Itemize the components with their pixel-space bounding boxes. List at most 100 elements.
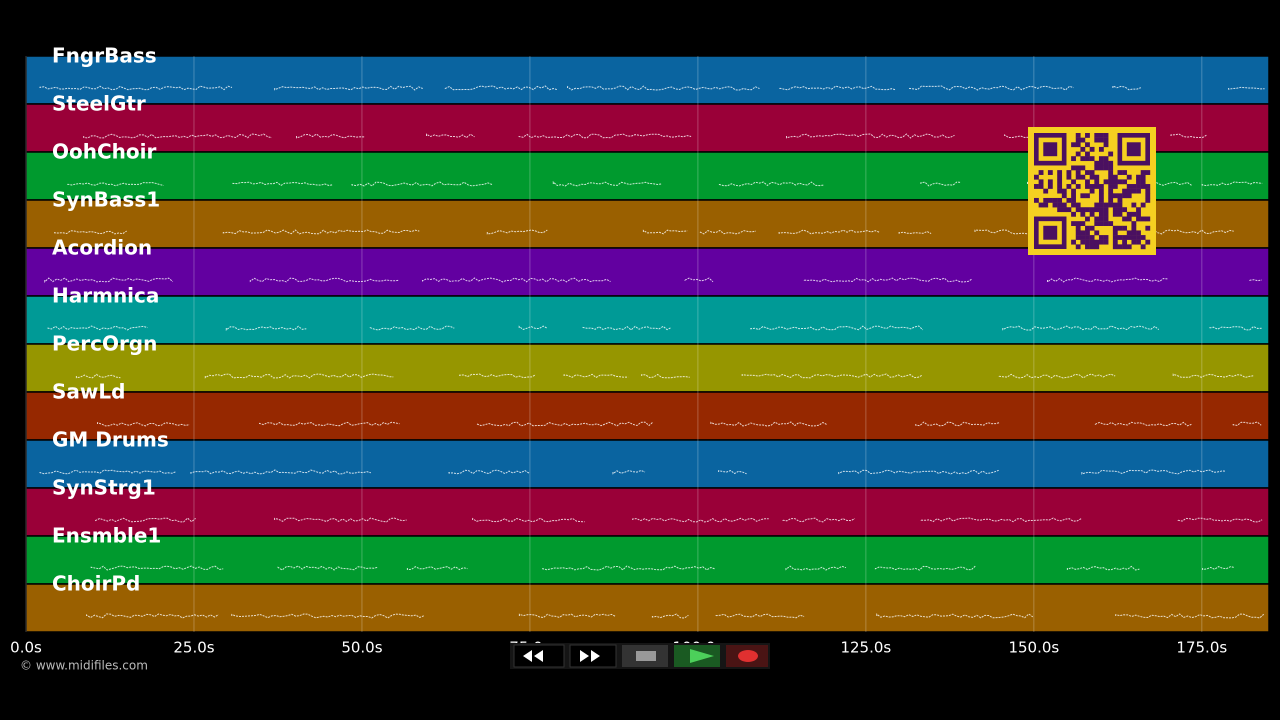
qr-module [1089, 184, 1095, 189]
note-trace [786, 133, 955, 139]
track-row [25, 487, 1270, 537]
qr-module [1071, 142, 1076, 148]
qr-module [1057, 202, 1063, 208]
note-trace [1170, 133, 1208, 139]
qr-module [1075, 221, 1081, 226]
note-trace [1047, 277, 1168, 283]
note-trace [259, 421, 400, 427]
note-trace [612, 469, 646, 475]
track-name: Ensmble1 [52, 524, 161, 548]
tick-label: 175.0s [1176, 639, 1227, 657]
note-trace [779, 85, 896, 91]
forward-button[interactable] [569, 644, 617, 668]
note-trace [684, 277, 714, 283]
qr-module [1089, 207, 1095, 213]
qr-module [1098, 221, 1104, 226]
qr-module [1131, 184, 1137, 189]
stop-button[interactable] [622, 645, 668, 667]
note-trace [909, 85, 1074, 91]
qr-module [1140, 174, 1146, 180]
qr-module [1066, 207, 1072, 213]
qr-module [1085, 207, 1090, 213]
qr-module [1071, 239, 1076, 245]
qr-module [1131, 225, 1137, 231]
note-trace [1202, 566, 1235, 570]
record-button[interactable] [726, 645, 768, 667]
qr-module [1103, 156, 1109, 162]
note-trace [351, 181, 493, 187]
note-trace [518, 325, 548, 331]
play-button[interactable] [674, 645, 720, 667]
qr-module [1117, 207, 1123, 213]
qr-module [1066, 174, 1072, 180]
rewind-button[interactable] [513, 644, 565, 668]
note-trace [1145, 229, 1234, 235]
qr-module [1085, 179, 1090, 185]
qr-module [1038, 184, 1044, 189]
qr-module [1131, 239, 1137, 245]
qr-module [1117, 193, 1123, 199]
notes [39, 85, 1265, 619]
qr-module [1140, 179, 1146, 185]
qr-module [1145, 188, 1151, 194]
track-row [25, 55, 1270, 105]
qr-module [1094, 160, 1100, 166]
qr-module [1098, 202, 1104, 208]
note-trace [54, 230, 127, 235]
note-trace [249, 277, 399, 283]
qr-module [1080, 221, 1086, 226]
qr-module [1131, 188, 1137, 194]
qr-module [1117, 179, 1123, 185]
qr-module [1080, 174, 1086, 180]
record-icon [738, 650, 758, 662]
track-row [25, 583, 1270, 633]
note-trace [1115, 613, 1265, 619]
qr-module [1117, 211, 1123, 217]
qr-module [1103, 133, 1109, 138]
qr-module [1047, 179, 1053, 185]
qr-module [1075, 137, 1081, 143]
qr-module [1122, 235, 1127, 240]
qr-module [1103, 142, 1109, 148]
note-trace [231, 613, 424, 619]
note-trace [67, 181, 164, 187]
track-name: Acordion [52, 236, 152, 260]
track-name: FngrBass [52, 44, 157, 68]
note-trace [782, 517, 856, 523]
qr-finder [1126, 142, 1141, 157]
qr-module [1085, 151, 1090, 157]
qr-module [1098, 197, 1104, 203]
qr-module [1136, 207, 1141, 213]
qr-module [1117, 170, 1123, 175]
qr-module [1117, 225, 1123, 231]
qr-module [1043, 197, 1049, 203]
qr-module [1145, 225, 1151, 231]
qr-module [1108, 193, 1114, 199]
qr-module [1108, 174, 1114, 180]
qr-module [1075, 235, 1081, 240]
qr-module [1075, 151, 1081, 157]
note-trace [563, 373, 629, 378]
qr-module [1103, 235, 1109, 240]
qr-module [1085, 170, 1090, 175]
qr-module [1089, 239, 1095, 245]
qr-module [1131, 235, 1137, 240]
qr-module [1080, 207, 1086, 213]
qr-module [1071, 188, 1076, 194]
qr-module [1071, 221, 1076, 226]
qr-module [1131, 202, 1137, 208]
qr-module [1108, 160, 1114, 166]
qr-module [1038, 170, 1044, 175]
note-trace [39, 469, 177, 475]
qr-module [1047, 197, 1053, 203]
note-trace [741, 373, 923, 379]
qr-module [1136, 184, 1141, 189]
qr-module [1103, 160, 1109, 166]
qr-module [1085, 230, 1090, 236]
qr-module [1098, 160, 1104, 166]
qr-module [1112, 225, 1118, 231]
qr-module [1136, 174, 1141, 180]
qr-module [1075, 174, 1081, 180]
qr-module [1094, 202, 1100, 208]
note-trace [426, 133, 475, 139]
